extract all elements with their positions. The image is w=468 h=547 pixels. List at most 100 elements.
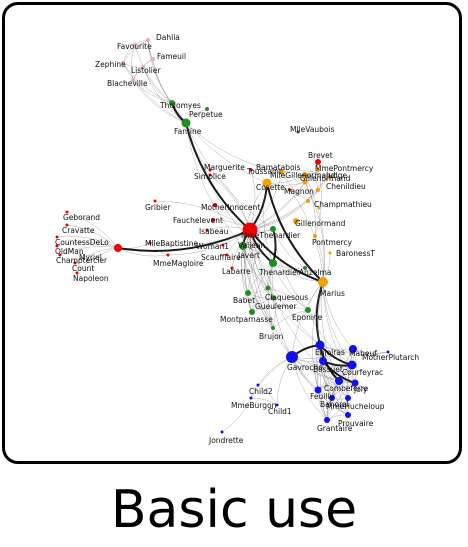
edge-Thenardier-Brujon: [267, 262, 274, 329]
edge-MmeThenardier-Eponine: [272, 228, 309, 311]
node-Grantaire: [324, 417, 330, 423]
edge-Javert-Babet: [241, 245, 249, 294]
edge-Fameuil-Tholomyes: [152, 58, 173, 104]
node-label-Brujon: Brujon: [259, 332, 284, 341]
node-label-Champmathieu: Champmathieu: [314, 200, 372, 209]
edge-Marius-Joly: [322, 281, 356, 384]
node-Blacheville: [131, 78, 135, 82]
node-label-MmeHucheloup: MmeHucheloup: [326, 402, 385, 411]
edge-MmeMagloire-Valjean: [167, 229, 251, 256]
node-label-Bossuet: Bossuet: [313, 365, 343, 374]
node-Fauchelevent: [211, 218, 215, 222]
node-label-Chenildieu: Chenildieu: [326, 182, 366, 191]
edge-Valjean-Judge: [249, 176, 331, 231]
edge-Javert-Montparnasse: [241, 245, 253, 313]
caption: Basic use: [110, 480, 358, 540]
edge-Fantine-MmeThenardier: [185, 122, 274, 230]
node-Simplice: [208, 173, 212, 177]
node-label-Blacheville: Blacheville: [107, 79, 148, 88]
node-label-Gavroche: Gavroche: [287, 363, 323, 372]
node-label-MlleGillenormand: MlleGillenormand: [270, 171, 336, 180]
edge-Myriel-OldMan: [56, 242, 119, 249]
node-Gavroche: [286, 351, 298, 363]
edge-Pontmercy-Gillenormand: [304, 181, 316, 237]
node-Labarre: [230, 266, 234, 270]
node-Child2: [256, 383, 260, 387]
edge-Myriel-MmeMagloire: [117, 247, 169, 257]
node-Javert: [239, 242, 247, 250]
node-label-Cosette: Cosette: [256, 183, 285, 192]
node-Eponine: [305, 307, 311, 313]
node-label-Woman1: Woman1: [196, 242, 229, 251]
node-label-Dahlia: Dahlia: [156, 33, 180, 42]
edge-Valjean-Gribier: [154, 200, 251, 231]
edge-Gavroche-Grantaire: [291, 356, 328, 421]
node-Fameuil: [317, 206, 321, 210]
node-label-Valjean: Valjean: [238, 241, 266, 250]
node-label-Eponine: Eponine: [292, 313, 323, 322]
edge-Favourite-Tholomyes: [134, 44, 173, 104]
edge-MmeThenardier-Babet: [247, 228, 274, 294]
node-label-Enjolras: Enjolras: [315, 348, 345, 357]
edge-Thenardier-Montparnasse: [251, 262, 274, 313]
edge-Myriel-Champtercier: [59, 246, 119, 256]
node-label-Javert: Javert: [237, 251, 260, 260]
node-label-Toussaint: Toussaint: [246, 167, 282, 176]
node-Cosette: [262, 178, 272, 188]
edge-Zephine-Tholomyes: [122, 62, 173, 104]
node-Chenildieu: [316, 188, 320, 192]
node-MotherInnocent: [213, 203, 217, 207]
node-label-Fameuil: Fameuil: [157, 52, 186, 61]
label-layer: Dahlia Favourite Fameuil Zephine Listolier Bl…: [55, 33, 419, 445]
node-Scaufflaire: [225, 253, 229, 257]
node-Toussaint: [249, 168, 253, 172]
edge-MlleBaptistine-MmeMagloire: [149, 242, 169, 256]
node-label-MmeMagloire: MmeMagloire: [153, 259, 204, 268]
edge-Myriel-CountessDeLo: [56, 236, 119, 249]
node-label-Zephine: Zephine: [95, 60, 126, 69]
node-label-Bamatabois: Bamatabois: [256, 163, 301, 172]
edge-Myriel-Cravatte: [66, 224, 119, 249]
node-label-Pontmercy: Pontmercy: [312, 238, 353, 247]
edge-Valjean-Chenildieu: [249, 189, 319, 231]
edge-Jondrette-MmeBurgon: [221, 397, 252, 433]
node-label-CountessDeLo: CountessDeLo: [55, 238, 109, 247]
node-label-MmeThenardier: MmeThenardier: [241, 231, 301, 240]
node-MmeBurgon: [249, 396, 253, 400]
edge-Marius-Gillenormand: [304, 181, 325, 283]
edge-Blacheville-Tholomyes: [132, 79, 173, 104]
node-label-MotherPlutarch: MotherPlutarch: [362, 353, 419, 362]
node-Champtercier: [58, 253, 62, 257]
node-label-OldMan: OldMan: [55, 247, 84, 256]
edge-Javert-Gueulemer: [242, 245, 274, 299]
edge-Valjean-Toussaint: [249, 169, 256, 231]
node-Feuilly: [314, 386, 322, 394]
edge-Marius-Gavroche: [291, 281, 324, 358]
node-label-Magnon: Magnon: [284, 187, 314, 196]
edge-Pontmercy-MmePontmercy: [314, 169, 322, 237]
edge-Valjean-Brevet: [249, 161, 319, 231]
node-MlleGillenormand: [302, 172, 308, 178]
node-label-Montparnasse: Montparnasse: [220, 315, 273, 324]
node-Thenardier: [269, 259, 277, 267]
edge-Gavroche-Joly: [291, 356, 356, 384]
edge-Brujon-Babet: [247, 292, 274, 329]
edge-Dahlia-Zephine: [122, 39, 149, 64]
node-label-Marius: Marius: [320, 289, 345, 298]
node-Bossuet: [319, 357, 327, 365]
node-label-MmeBurgon: MmeBurgon: [231, 401, 277, 410]
edge-Enjolras-Prouvaire: [319, 344, 349, 416]
edge-Blacheville-Fantine: [132, 79, 187, 124]
node-Fantine: [181, 118, 191, 128]
node-Tholomyes: [169, 100, 175, 106]
node-label-MlleBaptistine: MlleBaptistine: [145, 239, 198, 248]
node-Bahorel: [329, 395, 335, 401]
node-Fameuil: [151, 57, 155, 61]
node-MmeHucheloup: [345, 395, 351, 401]
node-MlleBaptistine: [148, 241, 152, 245]
network-graph: Dahlia Favourite Fameuil Zephine Listolier Bl…: [55, 33, 419, 445]
node-label-Listolier: Listolier: [131, 66, 161, 75]
node-label-Fauchelevent: Fauchelevent: [173, 216, 223, 225]
node-Jondrette: [220, 430, 224, 434]
edge-Eponine-Brujon: [272, 309, 309, 329]
